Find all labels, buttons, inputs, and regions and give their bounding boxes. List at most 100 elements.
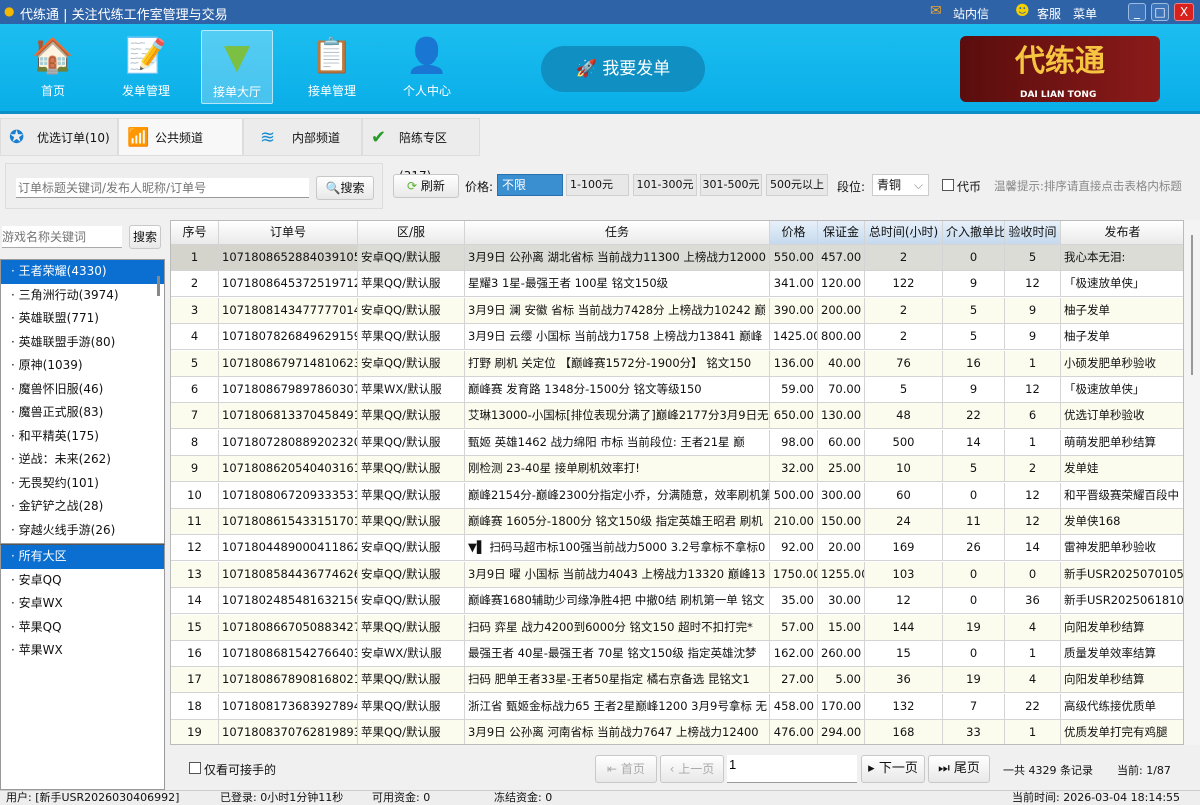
game-item[interactable]: · 原神(1039) — [11, 358, 83, 372]
price-filter-1-100[interactable]: 1-100元 — [566, 174, 629, 196]
nav-personal-center[interactable]: 👤 个人中心 — [391, 30, 463, 104]
table-row[interactable]: 4 10718078268496291590 苹果QQ/默认服 3月9日 云缨 小国标… — [171, 324, 1183, 351]
tab-public-channel[interactable]: 📶公共频道(16075) — [118, 118, 243, 183]
tab-label: 内部频道 — [292, 131, 341, 145]
tab-internal-channel[interactable]: ≋ 内部频道 — [243, 118, 362, 156]
cell-deposit: 1255.00 — [818, 561, 865, 588]
game-item[interactable]: · 穿越火线手游(26) — [11, 522, 116, 537]
price-filter-101-300[interactable]: 101-300元 — [633, 174, 697, 196]
close-button[interactable]: X — [1174, 3, 1194, 21]
column-header[interactable]: 介入撤单比 — [943, 221, 1005, 245]
maximize-button[interactable]: □ — [1151, 3, 1169, 21]
table-row[interactable]: 10 10718080672093335317 苹果QQ/默认服 巅峰2154分-巅峰… — [171, 482, 1183, 509]
nav-post-management[interactable]: 📝 发单管理 — [110, 30, 182, 104]
table-scrollbar[interactable] — [1184, 220, 1200, 745]
minimize-button[interactable]: _ — [1128, 3, 1146, 21]
column-header[interactable]: 任务 — [465, 221, 770, 245]
column-header[interactable]: 发布者 — [1061, 221, 1183, 245]
nav-home[interactable]: 🏠 首页 — [17, 30, 89, 104]
column-header[interactable]: 区/服 — [358, 221, 465, 245]
table-row[interactable]: 5 10718086797148106230 安卓QQ/默认服 打野 刷机 关定位 … — [171, 350, 1183, 377]
region-item[interactable]: · 安卓WX — [11, 596, 63, 610]
column-header[interactable]: 订单号 — [219, 221, 358, 245]
nav-order-hall[interactable]: ▼ 接单大厅 — [201, 30, 273, 104]
post-order-button[interactable]: 🚀 我要发单 — [541, 46, 705, 92]
game-item[interactable]: · 英雄联盟手游(80) — [11, 334, 116, 349]
cell-server: 苹果QQ/默认服 — [358, 693, 465, 720]
game-item[interactable]: · 金铲铲之战(28) — [11, 499, 104, 513]
mail-icon: ✉ — [930, 3, 942, 19]
prev-page-button[interactable]: ‹ 上一页 — [660, 755, 724, 783]
table-row[interactable]: 15 10718086670508834270 苹果QQ/默认服 扫码 弈星 战力42… — [171, 614, 1183, 641]
nav-label: 接单管理 — [307, 84, 356, 98]
next-page-button[interactable]: ▸ 下一页 — [861, 755, 925, 783]
tab-preferred-orders[interactable]: ✪ 优选订单(10) — [0, 118, 118, 156]
column-header[interactable]: 总时间(小时) — [865, 221, 943, 245]
game-item[interactable]: · 魔兽正式服(83) — [11, 405, 104, 419]
search-label: 搜索 — [340, 181, 365, 195]
cell-task: 扫码 肥单王者33星-王者50星指定 橘右京备选 昆铭文1 — [465, 667, 770, 694]
game-search-input[interactable] — [2, 226, 122, 248]
order-search-input[interactable] — [16, 178, 309, 198]
user-icon: 👤 — [405, 36, 449, 76]
cell-index: 9 — [171, 456, 219, 483]
game-search-button[interactable]: 搜索 — [129, 225, 161, 249]
table-row[interactable]: 12 10718044890004118623 安卓QQ/默认服 ▼▌ 扫码马超市标1… — [171, 535, 1183, 562]
title-bar: ● 代练通 | 关注代练工作室管理与交易 ✉ 站内信 ☻ 客服 菜单 _ □ X — [0, 0, 1200, 24]
region-item[interactable]: · 苹果WX — [11, 643, 63, 657]
region-item[interactable]: · 苹果QQ — [11, 619, 62, 634]
cell-cancel-ratio: 5 — [943, 456, 1005, 483]
table-row[interactable]: 14 10718024854816321565 安卓QQ/默认服 巅峰赛1680辅助少… — [171, 588, 1183, 615]
table-row[interactable]: 8 10718072808892023207 苹果QQ/默认服 甄姬 英雄1462 战… — [171, 429, 1183, 456]
menu-link[interactable]: 菜单 — [1073, 7, 1098, 21]
price-filter-unlimited[interactable]: 不限 — [497, 174, 563, 196]
mail-link[interactable]: 站内信 — [953, 7, 990, 21]
game-item[interactable]: · 逆战：未来(262) — [11, 452, 111, 466]
column-header[interactable]: 验收时间 — [1005, 221, 1061, 245]
cell-price: 57.00 — [770, 614, 818, 641]
table-row[interactable]: 6 10718086798978603076 苹果WX/默认服 巅峰赛 发育路 134… — [171, 377, 1183, 403]
game-item[interactable]: · 三角洲行动(3974) — [11, 287, 119, 302]
price-filter-301-500[interactable]: 301-500元 — [700, 174, 762, 196]
cell-check-time: 1 — [1005, 429, 1061, 456]
refresh-button[interactable]: ⟳ 刷新 — [393, 174, 459, 198]
tab-companion-zone[interactable]: ✔陪练专区(317) — [362, 118, 480, 183]
first-page-button[interactable]: ⇤ 首页 — [595, 755, 657, 783]
game-item[interactable]: · 和平精英(175) — [11, 428, 99, 443]
coin-checkbox[interactable] — [942, 179, 954, 191]
game-list-scrollbar[interactable] — [157, 276, 160, 296]
game-list: · 王者荣耀(4330) · 三角洲行动(3974) · 英雄联盟(771) · 英雄… — [0, 259, 165, 544]
column-header[interactable]: 价格 — [770, 221, 818, 245]
table-row[interactable]: 17 10718086789081680213 苹果QQ/默认服 扫码 肥单王者33星… — [171, 667, 1183, 694]
page-input[interactable] — [727, 755, 857, 783]
table-row[interactable]: 7 10718068133704584914 苹果QQ/默认服 艾琳13000-小国标… — [171, 403, 1183, 430]
region-list: · 所有大区 · 安卓QQ · 安卓WX · 苹果QQ · 苹果WX — [0, 544, 165, 790]
last-page-button[interactable]: ⏭ 尾页 — [928, 755, 990, 783]
table-row[interactable]: 9 10718086205404031610 苹果QQ/默认服 刚检测 23-40星 … — [171, 456, 1183, 483]
region-label: 安卓WX — [18, 596, 63, 610]
service-link[interactable]: 客服 — [1037, 7, 1062, 21]
column-header[interactable]: 序号 — [171, 221, 219, 245]
game-item[interactable]: · 无畏契约(101) — [11, 475, 99, 490]
table-row[interactable]: 18 10718081736839278943 苹果QQ/默认服 浙江省 甄姬金标战力… — [171, 693, 1183, 720]
table-row[interactable]: 19 10718083707628198937 苹果QQ/默认服 3月9日 公孙离 河… — [171, 720, 1183, 744]
region-item[interactable]: · 所有大区 — [1, 545, 164, 569]
game-item[interactable]: · 魔兽怀旧服(46) — [11, 381, 104, 396]
only-takeable-checkbox[interactable] — [189, 762, 201, 774]
table-row[interactable]: 16 10718086815427664034 安卓WX/默认服 最强王者 40星-最… — [171, 641, 1183, 667]
rank-select[interactable]: 青铜 ⌵ — [872, 174, 929, 196]
table-row[interactable]: 11 10718086154331517014 苹果QQ/默认服 巅峰赛 1605分-… — [171, 509, 1183, 535]
region-label: 苹果WX — [18, 643, 63, 657]
game-item[interactable]: · 英雄联盟(771) — [11, 311, 99, 325]
table-row[interactable]: 1 10718086528840391050 安卓QQ/默认服 3月9日 公孙离 湖北… — [171, 245, 1183, 271]
nav-order-management[interactable]: 📋 接单管理 — [296, 30, 368, 104]
column-header[interactable]: 保证金 — [818, 221, 865, 245]
game-item[interactable]: · 王者荣耀(4330) — [1, 260, 164, 284]
table-row[interactable]: 2 10718086453725197121 苹果QQ/默认服 星耀3 1星-最强王者… — [171, 271, 1183, 298]
region-item[interactable]: · 安卓QQ — [11, 572, 62, 587]
price-filter-500-plus[interactable]: 500元以上 — [766, 174, 828, 196]
search-button[interactable]: 🔍搜索 — [316, 176, 374, 200]
cell-order-id: 10718086815427664034 — [219, 641, 358, 667]
table-row[interactable]: 13 10718085844367746261 安卓QQ/默认服 3月9日 曜 小国标… — [171, 561, 1183, 588]
table-row[interactable]: 3 10718081434777770149 安卓QQ/默认服 3月9日 澜 安徽 省… — [171, 297, 1183, 324]
